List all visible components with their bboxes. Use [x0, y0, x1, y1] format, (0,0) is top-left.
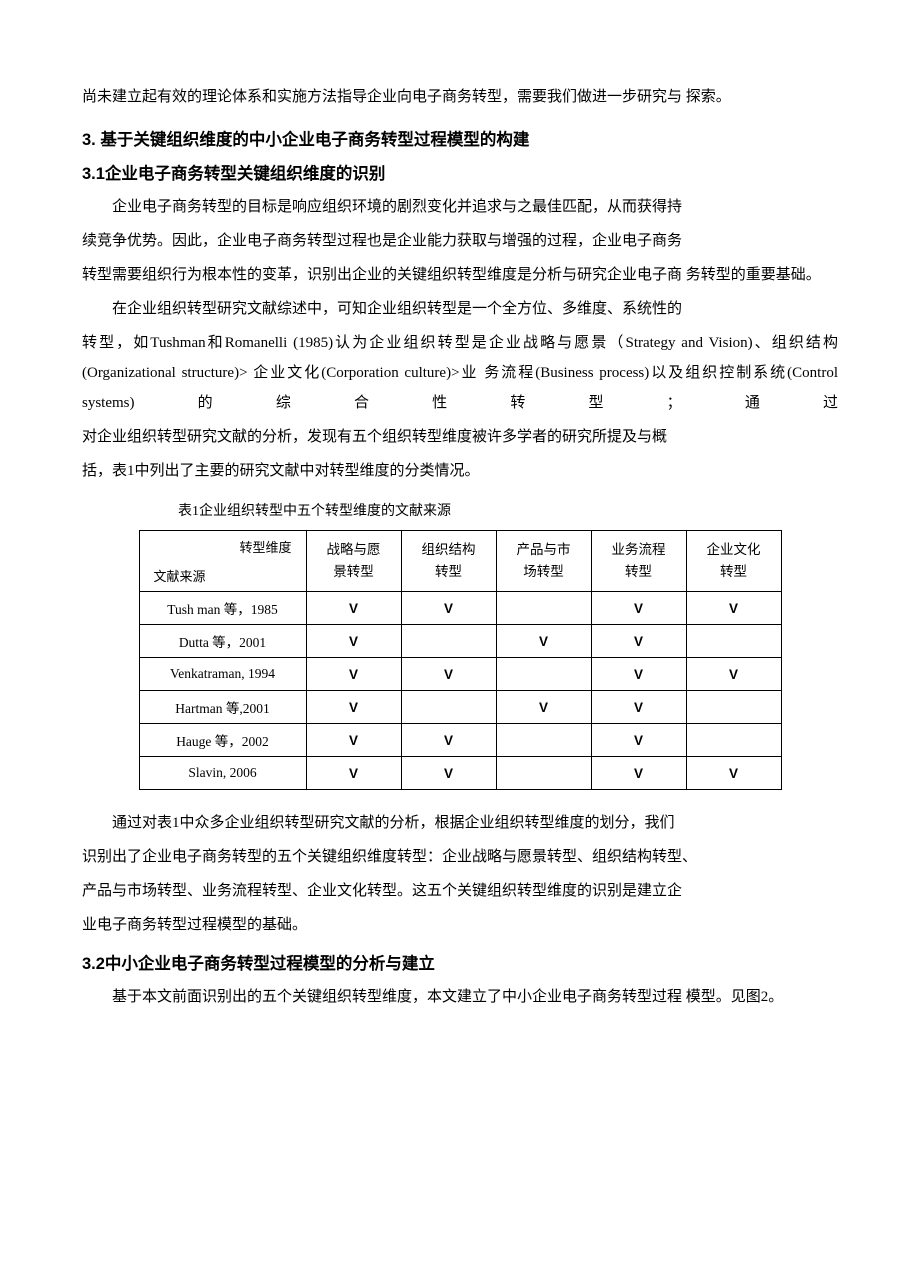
cell: V: [591, 658, 686, 691]
table-row: Tush man 等，1985 V V V V: [139, 592, 781, 625]
cell: [401, 625, 496, 658]
p31-after-line2: 识别出了企业电子商务转型的五个关键组织维度转型：企业战略与愿景转型、组织结构转型…: [82, 842, 838, 872]
cell: V: [401, 724, 496, 757]
row-source: Slavin, 2006: [139, 757, 306, 790]
p31-after-line3: 产品与市场转型、业务流程转型、企业文化转型。这五个关键组织转型维度的识别是建立企: [82, 876, 838, 906]
cell: V: [306, 691, 401, 724]
col-header-4: 业务流程转型: [591, 531, 686, 592]
table-row: Hartman 等,2001 V V V: [139, 691, 781, 724]
cell: V: [591, 757, 686, 790]
cell: [401, 691, 496, 724]
p31-line6: 对企业组织转型研究文献的分析，发现有五个组织转型维度被许多学者的研究所提及与概: [82, 422, 838, 452]
cell: V: [591, 724, 686, 757]
cell: [496, 658, 591, 691]
diag-bot-label: 文献来源: [154, 566, 206, 585]
heading-section-3-2: 3.2中小企业电子商务转型过程模型的分析与建立: [82, 950, 838, 974]
dimensions-table: 转型维度 文献来源 战略与愿景转型 组织结构转型 产品与市场转型 业务流程转型 …: [139, 530, 782, 790]
col-header-5: 企业文化转型: [686, 531, 781, 592]
table-row: Dutta 等，2001 V V V: [139, 625, 781, 658]
cell: V: [401, 658, 496, 691]
diag-top-label: 转型维度: [239, 537, 291, 556]
cell: [686, 625, 781, 658]
p31-line3: 转型需要组织行为根本性的变革，识别出企业的关键组织转型维度是分析与研究企业电子商…: [82, 260, 838, 290]
cell: V: [591, 691, 686, 724]
p31-line2: 续竞争优势。因此，企业电子商务转型过程也是企业能力获取与增强的过程，企业电子商务: [82, 226, 838, 256]
cell: [686, 691, 781, 724]
cell: [496, 592, 591, 625]
table-row: Slavin, 2006 V V V V: [139, 757, 781, 790]
cell: V: [306, 757, 401, 790]
cell: V: [496, 691, 591, 724]
row-source: Venkatraman, 1994: [139, 658, 306, 691]
cell: V: [306, 625, 401, 658]
row-source: Hartman 等,2001: [139, 691, 306, 724]
cell: V: [686, 658, 781, 691]
p31-line7: 括，表1中列出了主要的研究文献中对转型维度的分类情况。: [82, 456, 838, 486]
cell: V: [591, 592, 686, 625]
diagonal-header-cell: 转型维度 文献来源: [139, 531, 306, 592]
p31-after-line1: 通过对表1中众多企业组织转型研究文献的分析，根据企业组织转型维度的划分，我们: [82, 808, 838, 838]
row-source: Hauge 等，2002: [139, 724, 306, 757]
heading-section-3-1: 3.1企业电子商务转型关键组织维度的识别: [82, 160, 838, 184]
cell: V: [306, 658, 401, 691]
row-source: Tush man 等，1985: [139, 592, 306, 625]
p31-line4: 在企业组织转型研究文献综述中，可知企业组织转型是一个全方位、多维度、系统性的: [82, 294, 838, 324]
intro-paragraph: 尚未建立起有效的理论体系和实施方法指导企业向电子商务转型，需要我们做进一步研究与…: [82, 82, 838, 112]
p31-line1: 企业电子商务转型的目标是响应组织环境的剧烈变化并追求与之最佳匹配，从而获得持: [82, 192, 838, 222]
cell: V: [686, 592, 781, 625]
p31-after-line4: 业电子商务转型过程模型的基础。: [82, 910, 838, 940]
p32-line1: 基于本文前面识别出的五个关键组织转型维度，本文建立了中小企业电子商务转型过程 模…: [82, 982, 838, 1012]
cell: [496, 757, 591, 790]
cell: V: [401, 757, 496, 790]
table-row: Hauge 等，2002 V V V: [139, 724, 781, 757]
table-row: Venkatraman, 1994 V V V V: [139, 658, 781, 691]
cell: V: [496, 625, 591, 658]
cell: V: [306, 592, 401, 625]
col-header-1: 战略与愿景转型: [306, 531, 401, 592]
cell: V: [686, 757, 781, 790]
table-caption: 表1企业组织转型中五个转型维度的文献来源: [178, 500, 838, 520]
p31-line5: 转型，如Tushman和Romanelli (1985)认为企业组织转型是企业战…: [82, 328, 838, 418]
col-header-3: 产品与市场转型: [496, 531, 591, 592]
cell: V: [591, 625, 686, 658]
col-header-2: 组织结构转型: [401, 531, 496, 592]
cell: [496, 724, 591, 757]
table-header-row: 转型维度 文献来源 战略与愿景转型 组织结构转型 产品与市场转型 业务流程转型 …: [139, 531, 781, 592]
heading-section-3: 3. 基于关键组织维度的中小企业电子商务转型过程模型的构建: [82, 126, 838, 150]
cell: [686, 724, 781, 757]
cell: V: [306, 724, 401, 757]
cell: V: [401, 592, 496, 625]
row-source: Dutta 等，2001: [139, 625, 306, 658]
